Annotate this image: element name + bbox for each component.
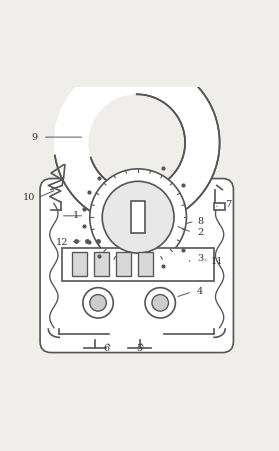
Circle shape [102,181,174,253]
Text: 9: 9 [32,133,38,142]
Circle shape [90,295,106,311]
Text: 11: 11 [211,257,223,266]
Text: 7: 7 [225,200,231,209]
FancyBboxPatch shape [40,179,234,353]
Bar [62,248,214,281]
Circle shape [145,288,175,318]
Text: 3: 3 [197,254,203,263]
Circle shape [152,295,169,311]
Text: 10: 10 [23,193,35,202]
Text: 5: 5 [136,344,143,353]
Bar [72,252,87,276]
Text: 6: 6 [103,344,109,353]
Text: 4: 4 [197,287,203,296]
Text: 1: 1 [73,212,79,221]
Bar [214,203,225,210]
Bar [94,252,109,276]
Polygon shape [88,94,185,191]
Bar [131,201,145,233]
Text: 12: 12 [56,238,68,247]
Polygon shape [54,60,220,226]
Text: 8: 8 [197,217,203,226]
Text: 2: 2 [197,228,203,237]
Bar [138,252,153,276]
Circle shape [83,288,113,318]
Circle shape [90,169,186,266]
Bar [116,252,131,276]
